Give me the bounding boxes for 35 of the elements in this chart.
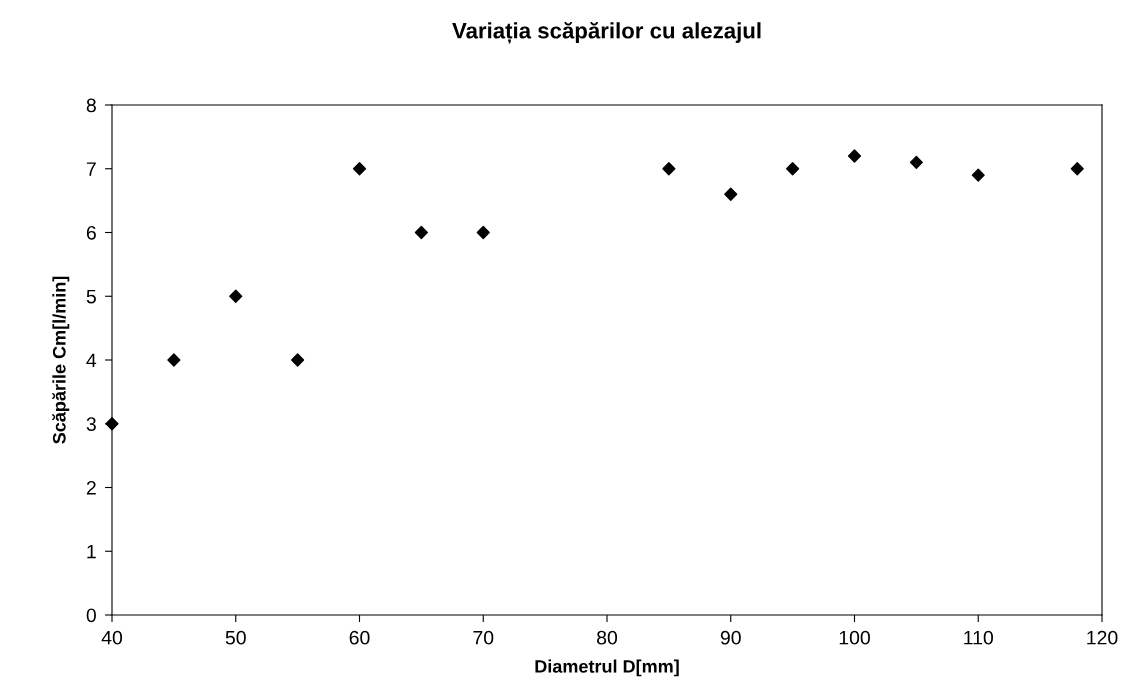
point xyxy=(167,353,181,367)
point xyxy=(105,417,119,431)
point xyxy=(352,162,367,176)
y-tick-label: 2 xyxy=(86,480,96,495)
point xyxy=(971,168,985,182)
x-tick-label: 120 xyxy=(1087,630,1118,645)
point xyxy=(909,155,923,169)
y-axis-title: Scăpările Cm[l/min] xyxy=(52,276,70,444)
point xyxy=(476,225,490,240)
x-tick-label: 60 xyxy=(349,630,370,645)
point xyxy=(724,187,738,201)
x-tick-label: 110 xyxy=(964,630,993,645)
y-tick-label: 0 xyxy=(86,608,96,623)
x-tick-label: 50 xyxy=(225,630,246,645)
chart-title: Variația scăpărilor cu alezajul xyxy=(452,21,761,44)
point xyxy=(414,225,428,240)
x-tick-label: 90 xyxy=(720,630,741,645)
point xyxy=(662,162,676,176)
y-tick-label: 6 xyxy=(86,225,96,240)
y-tick-label: 8 xyxy=(86,98,96,113)
point xyxy=(291,353,305,367)
x-tick-label: 70 xyxy=(473,630,494,645)
x-axis-title: Diametrul D[mm] xyxy=(535,659,679,677)
point xyxy=(847,149,862,163)
point xyxy=(786,162,800,176)
y-tick-label: 3 xyxy=(86,417,96,431)
point xyxy=(229,289,243,303)
point xyxy=(1070,162,1084,176)
x-tick-label: 80 xyxy=(597,630,618,645)
x-tick-label: 40 xyxy=(101,630,123,645)
y-tick-label: 5 xyxy=(86,289,96,304)
x-tick-label: 100 xyxy=(839,630,870,645)
y-tick-label: 7 xyxy=(86,162,96,176)
y-tick-label: 1 xyxy=(87,544,96,559)
y-tick-label: 4 xyxy=(86,353,97,368)
